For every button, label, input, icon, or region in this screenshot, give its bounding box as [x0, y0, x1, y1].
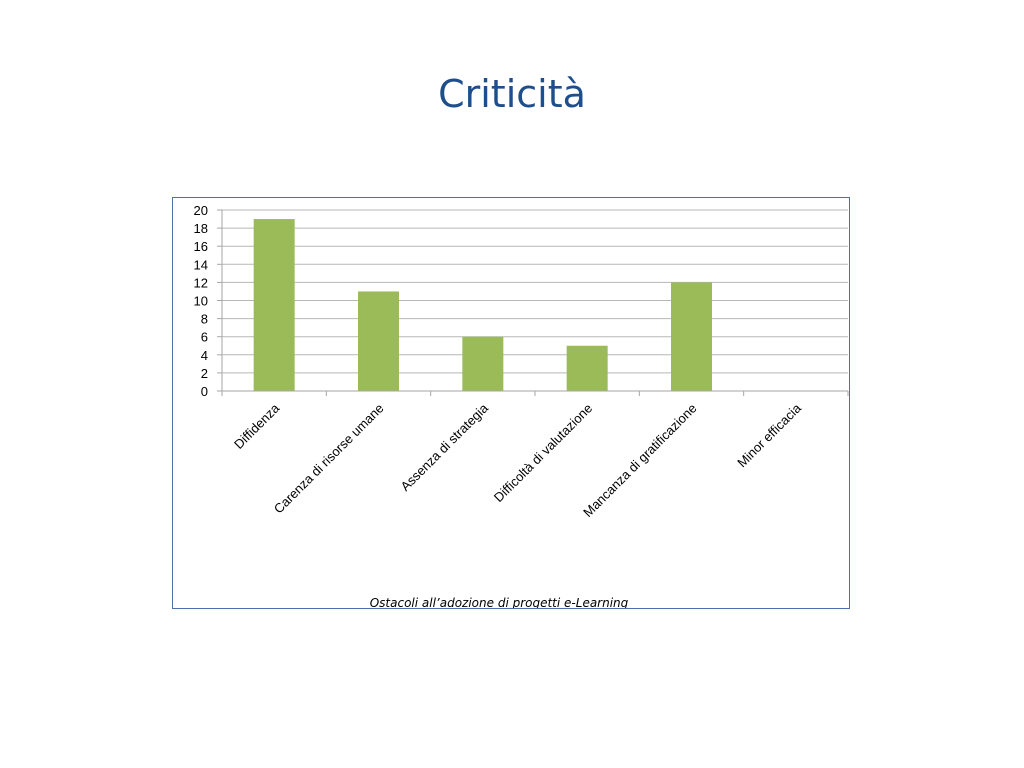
axes — [221, 210, 849, 396]
x-axis-label: Ostacoli all’adozione di progetti e-Lear… — [370, 596, 629, 608]
y-tick-label: 4 — [201, 348, 208, 363]
y-tick-label: 18 — [194, 221, 208, 236]
y-tick-label: 16 — [194, 239, 208, 254]
bars — [253, 219, 712, 391]
gridlines — [222, 209, 848, 374]
x-tick-label: Difficoltà di valutazione — [491, 401, 595, 505]
bar — [358, 291, 399, 391]
y-tick-label: 12 — [194, 275, 208, 290]
x-tick-label: Carenza di risorse umane — [271, 401, 387, 517]
bar — [462, 336, 504, 391]
y-tick-label: 20 — [194, 203, 208, 218]
x-tick-label: Minor efficacia — [734, 400, 804, 470]
y-tick-label: 6 — [201, 330, 208, 345]
chart-frame: 0 2 4 6 8 10 12 14 16 18 20 Diffidenza Carenza di r… — [172, 197, 850, 609]
y-tick-label: 10 — [194, 294, 208, 309]
bar — [671, 282, 712, 391]
y-tick-labels: 0 2 4 6 8 10 12 14 16 18 20 — [194, 203, 222, 399]
x-tick-label: Assenza di strategia — [398, 400, 492, 494]
bar — [566, 345, 608, 391]
y-tick-label: 2 — [201, 366, 208, 381]
y-tick-label: 0 — [201, 384, 208, 399]
slide-title: Criticità — [438, 72, 586, 116]
x-tick-label: Mancanza di gratificazione — [580, 401, 699, 520]
bar — [253, 219, 295, 391]
y-tick-label: 14 — [194, 257, 208, 272]
x-tick-label: Diffidenza — [231, 400, 283, 452]
y-tick-label: 8 — [201, 312, 208, 327]
